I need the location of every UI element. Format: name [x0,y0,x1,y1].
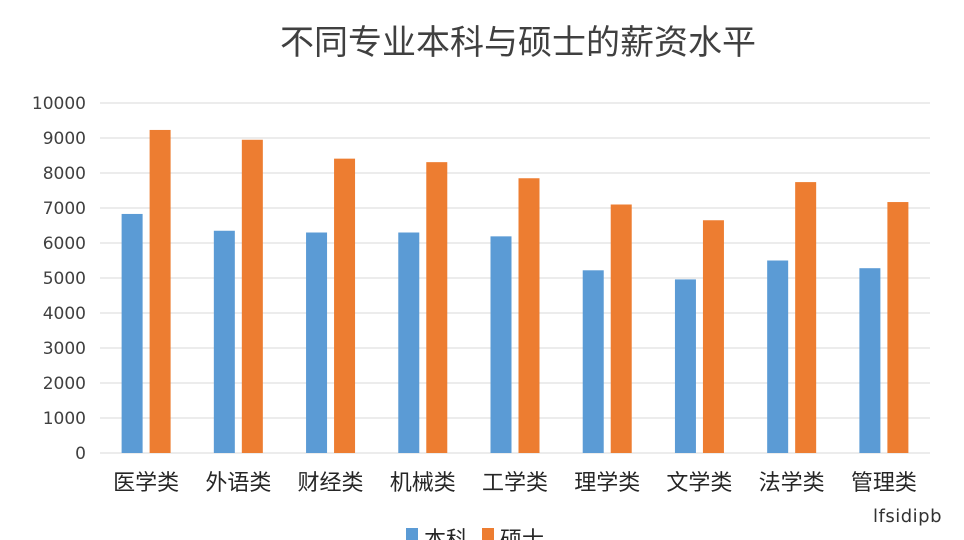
bar-master-5 [518,178,540,453]
y-tick-label: 3000 [43,339,86,359]
y-tick-label: 10000 [32,94,86,114]
bar-undergrad-9 [859,268,881,453]
y-tick-label: 4000 [43,304,86,324]
x-category-label: 文学类 [666,471,732,496]
gridlines [100,102,930,454]
y-tick-label: 1000 [43,409,86,429]
bar-undergrad-7 [674,279,696,453]
bar-master-3 [334,158,356,453]
watermark-text: lfsidipb [873,506,942,527]
x-axis-category-labels: 医学类 外语类 财经类 机械类 工学类 理学类 文学类 法学类 管理类 [113,471,917,496]
x-category-label: 法学类 [759,471,825,496]
bar-master-2 [241,139,263,453]
bar-undergrad-2 [213,230,235,453]
y-tick-label: 0 [75,444,86,464]
bar-undergrad-5 [490,236,512,453]
y-tick-label: 2000 [43,374,86,394]
bar-master-6 [610,204,632,453]
bar-master-1 [149,129,171,453]
bar-undergrad-6 [582,270,604,453]
y-tick-label: 9000 [43,129,86,149]
bar-undergrad-3 [306,232,328,453]
bar-undergrad-8 [767,260,789,453]
bar-master-7 [702,220,724,453]
x-category-label: 管理类 [851,471,917,496]
legend-label-1: 本科 [424,528,468,540]
x-category-label: 机械类 [390,471,456,496]
x-category-label: 财经类 [298,471,364,496]
y-axis-tick-labels: 0 1000 2000 3000 4000 5000 6000 7000 8000 9000 100… [32,94,86,464]
bars [121,129,909,453]
x-category-label: 外语类 [205,471,271,496]
x-category-label: 工学类 [482,471,548,496]
legend-swatch-2 [482,528,494,540]
legend-label-2: 硕士 [500,528,544,540]
legend: 本科 硕士 [406,528,544,540]
chart-title: 不同专业本科与硕士的薪资水平 [280,23,756,63]
bar-master-8 [795,182,817,453]
bar-undergrad-4 [398,232,420,453]
bar-master-9 [887,202,909,453]
y-tick-label: 6000 [43,234,86,254]
y-tick-label: 7000 [43,199,86,219]
bar-undergrad-1 [121,213,143,453]
bar-master-4 [426,162,448,453]
x-category-label: 理学类 [574,471,640,496]
legend-swatch-1 [406,528,418,540]
x-category-label: 医学类 [113,471,179,496]
y-tick-label: 5000 [43,269,86,289]
y-tick-label: 8000 [43,164,86,184]
